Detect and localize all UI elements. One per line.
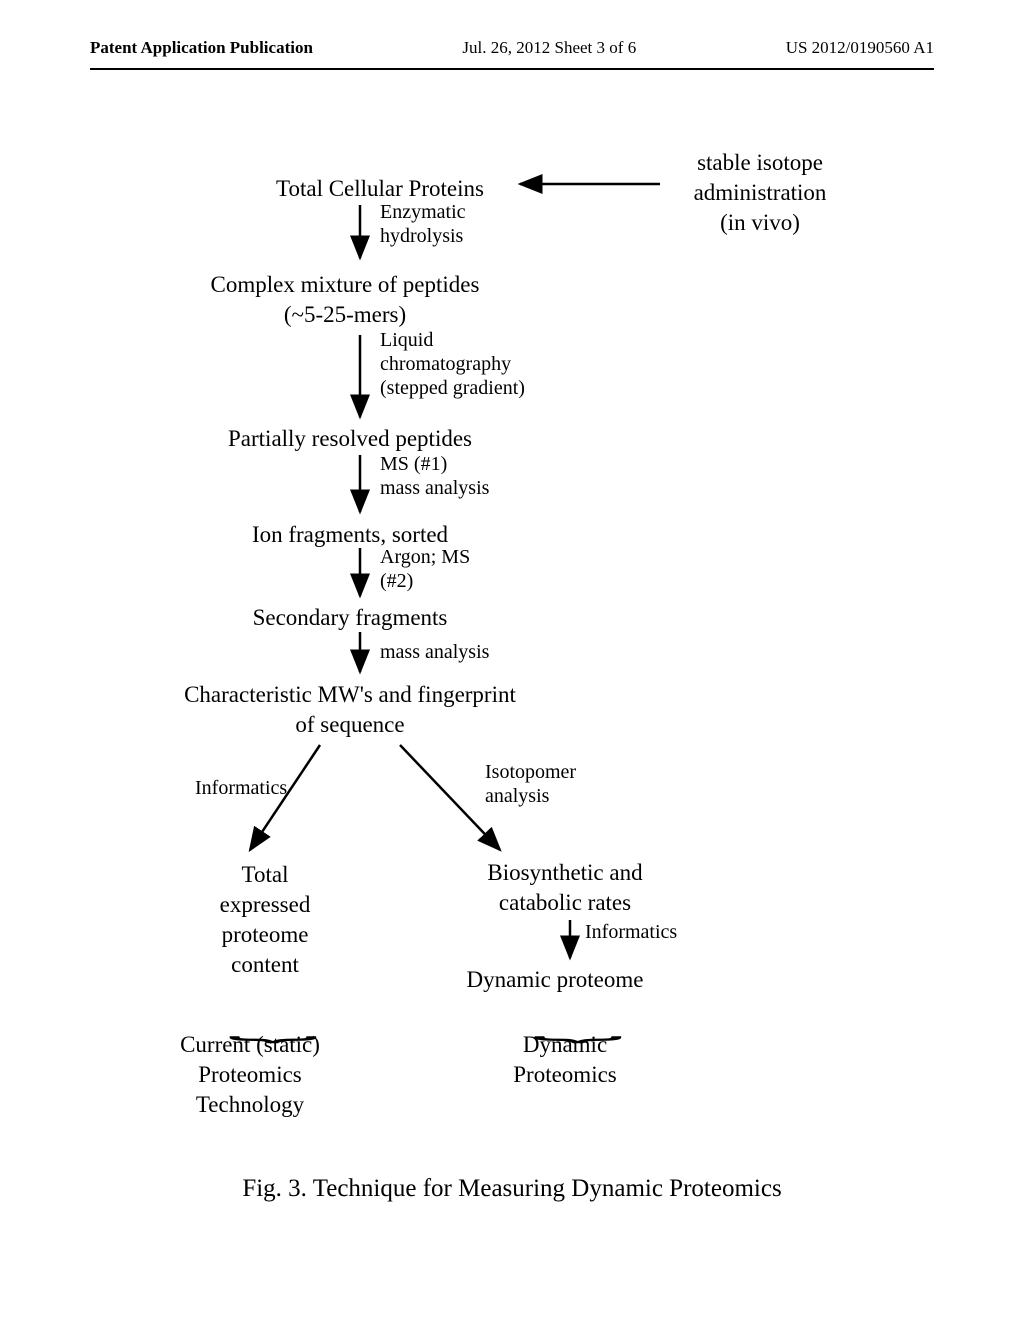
header-center: Jul. 26, 2012 Sheet 3 of 6 <box>462 38 636 58</box>
node-complex-mixture: Complex mixture of peptides(~5-25-mers) <box>160 270 530 330</box>
figure-caption: Fig. 3. Technique for Measuring Dynamic … <box>0 1175 1024 1203</box>
header-rule <box>90 68 934 70</box>
node-partially-resolved: Partially resolved peptides <box>190 424 510 454</box>
header-right: US 2012/0190560 A1 <box>786 38 934 58</box>
header-left: Patent Application Publication <box>90 38 313 58</box>
brace-icon: ⏟ <box>228 1007 318 1042</box>
node-characteristic-mw: Characteristic MW's and fingerprintof se… <box>140 680 560 740</box>
node-current-static: Current (static)ProteomicsTechnology <box>150 1030 350 1120</box>
node-total-expressed: Totalexpressedproteomecontent <box>190 860 340 980</box>
edge-enzymatic: Enzymatichydrolysis <box>380 200 466 248</box>
brace-icon: ⏟ <box>533 1007 623 1042</box>
flowchart-arrows <box>0 0 1024 1320</box>
edge-argon: Argon; MS(#2) <box>380 545 470 593</box>
edge-isotopomer: Isotopomeranalysis <box>485 760 576 808</box>
edge-liquid-chrom: Liquidchromatography(stepped gradient) <box>380 328 525 400</box>
page-header: Patent Application Publication Jul. 26, … <box>0 38 1024 58</box>
node-secondary-fragments: Secondary fragments <box>210 603 490 633</box>
node-isotope: stable isotopeadministration(in vivo) <box>670 148 850 238</box>
edge-ms1: MS (#1)mass analysis <box>380 452 489 500</box>
edge-informatics-left: Informatics <box>195 776 287 800</box>
edge-informatics-right: Informatics <box>585 920 677 944</box>
node-biosynthetic: Biosynthetic andcatabolic rates <box>455 858 675 918</box>
edge-mass-analysis: mass analysis <box>380 640 489 664</box>
node-dynamic-proteome: Dynamic proteome <box>430 965 680 995</box>
